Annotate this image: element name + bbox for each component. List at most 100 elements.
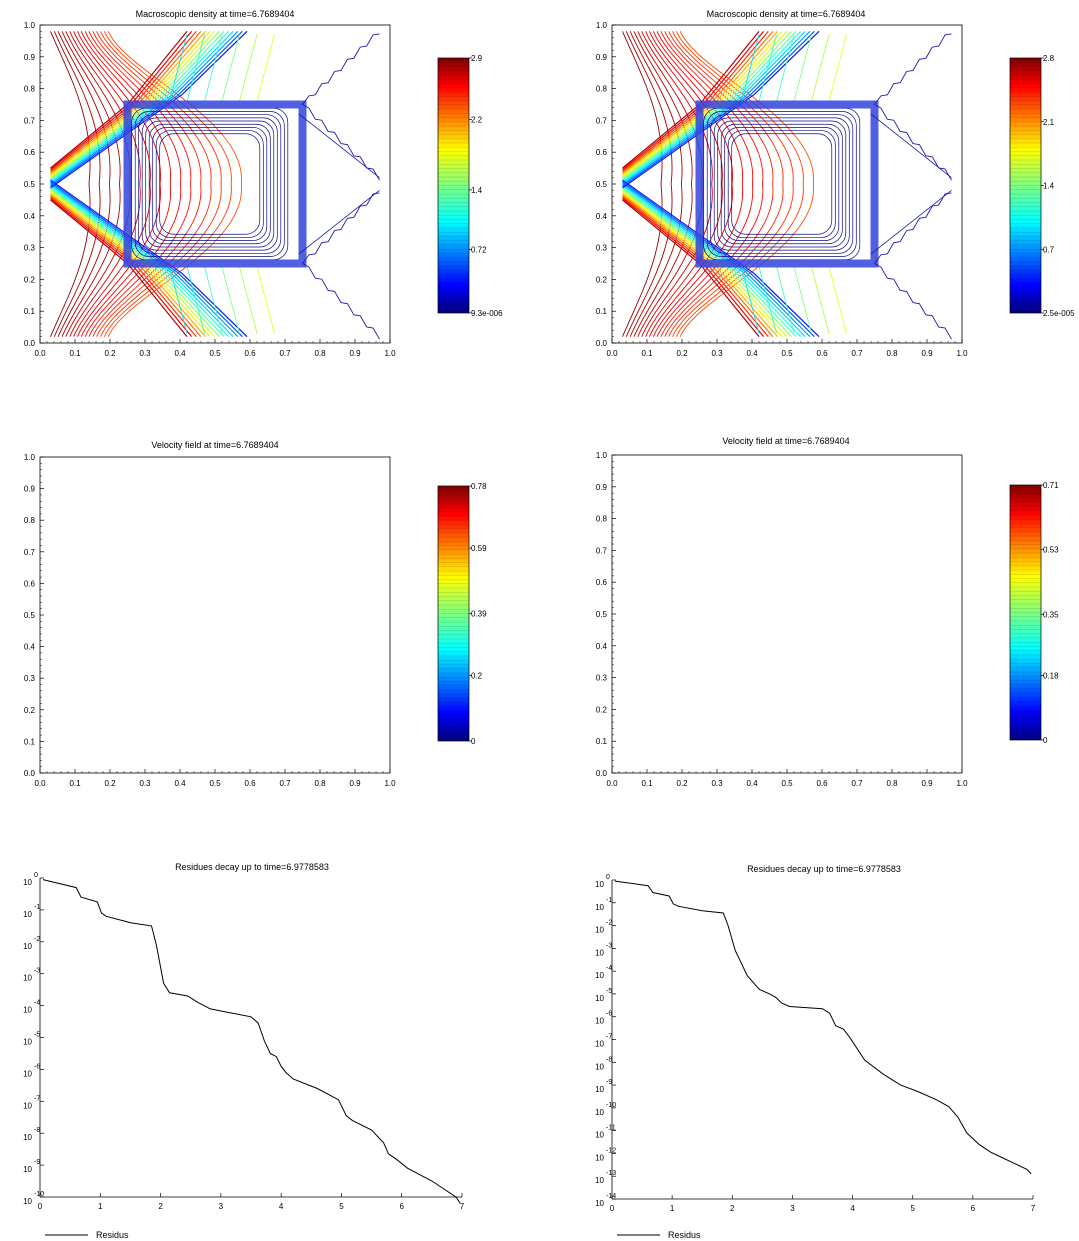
contour-line [159,133,261,235]
contour-line [672,31,794,337]
velocity-chart-left: Velocity field at time=6.7689404 0.0 0.1 0… [24,440,487,788]
contour-line [731,133,833,235]
y-tick-label: 0.4 [24,643,36,652]
x-tick-label: 5 [910,1204,915,1213]
x-tick-label: 0.8 [314,779,326,788]
y-tick-label: 0.3 [24,674,36,683]
x-tick-label: 0.4 [746,779,758,788]
y-tick-label: 0.2 [596,275,608,284]
contour-line [186,34,205,102]
contour-line [169,34,188,102]
chart-title: Macroscopic density at time=6.7689404 [136,9,295,19]
y-tick-label: 10 [23,910,32,919]
x-tick-label: 1.0 [384,349,396,358]
contour-line [298,113,380,255]
residus-series-line [614,880,1032,1175]
contour-line [622,30,802,183]
contour-line [50,185,230,338]
x-tick-label: 0.2 [104,349,116,358]
density-chart-right: Macroscopic density at time=6.7689404 0.… [596,9,1075,358]
colorbar-label: 0.35 [1043,610,1059,619]
y-tick-label: 10 [595,1062,604,1071]
colorbar-label: 0.2 [471,672,483,681]
contour-line [828,34,847,102]
contour-line [622,185,802,338]
contour-line [50,30,220,180]
contour-line [649,31,733,337]
contour-line [169,266,188,334]
contour-line [77,31,161,337]
contour-line [622,187,797,338]
contour-line [652,31,743,337]
y-tick-exponent: -7 [34,1095,40,1102]
y-tick-exponent: -14 [606,1193,616,1200]
y-tick-label: 0.6 [596,578,608,587]
colorbar-label: 2.9 [471,54,483,63]
y-tick-label: 0.0 [24,769,36,778]
contour-line [50,30,243,187]
x-tick-label: 6 [971,1204,976,1213]
contour-line [679,31,814,337]
y-ticks: 0.0 0.1 0.2 0.3 0.4 0.5 0.6 0.7 0.8 0.9 1.0 [24,453,44,778]
contour-line [874,33,952,105]
x-tick-label: 0.0 [34,779,46,788]
x-tick-label: 0.9 [921,349,933,358]
x-tick-label: 4 [279,1202,284,1211]
y-tick-label: 0.6 [24,579,36,588]
contour-line [84,31,182,337]
colorbar-label: 0.39 [471,610,487,619]
legend: Residus [45,1230,129,1240]
x-tick-label: 0.3 [139,779,151,788]
y-tick-exponent: -3 [606,942,612,949]
contour-line [204,266,223,334]
y-tick-label: 10 [595,926,604,935]
contour-line [152,127,268,241]
y-tick-exponent: -9 [606,1079,612,1086]
x-tick-label: 0.1 [69,779,81,788]
y-tick-label: 10 [23,1101,32,1110]
x-tick-label: 0.4 [174,779,186,788]
contour-line [50,179,248,338]
colorbar-gradient [1009,484,1042,741]
y-tick-label: 1.0 [596,21,608,30]
contour-line [828,266,847,334]
x-tick-label: 0.2 [104,779,116,788]
y-tick-label: 0.2 [596,705,608,714]
x-tick-label: 0.8 [886,779,898,788]
x-ticks: 0.0 0.1 0.2 0.3 0.4 0.5 0.6 0.7 0.8 0.9 1.0 [34,769,396,788]
x-tick-label: 0.7 [851,349,863,358]
y-tick-label: 10 [23,942,32,951]
y-tick-label: 0.8 [24,516,36,525]
y-tick-exponent: -8 [606,1056,612,1063]
contour-line [675,31,804,337]
contour-line [622,30,820,189]
x-tick-label: 2 [158,1202,163,1211]
contour-line [88,31,192,337]
y-tick-label: 0.0 [596,339,608,348]
y-tick-label: 0.1 [24,307,36,316]
y-tick-exponent: -9 [34,1159,40,1166]
contour-line [256,34,275,102]
colorbar-label: 9.3e-006 [471,309,503,318]
contour-line [641,31,713,337]
colorbar-label: 0.53 [1043,546,1059,555]
contour-line [622,30,792,180]
obstacle-boundary [123,100,307,268]
colorbar-label: 0.72 [471,246,487,255]
contour-line [633,31,693,337]
contour-line [138,114,282,254]
y-tick-label: 0.2 [24,275,36,284]
contour-line [874,192,952,264]
contour-line [713,117,850,251]
colorbar-label: 0.18 [1043,671,1059,680]
contour-line [874,263,952,340]
colorbar-label: 0 [471,737,476,746]
colorbar-label: 0.78 [471,482,487,491]
chart-title: Velocity field at time=6.7689404 [151,440,278,450]
colorbar-label: 1.4 [1043,182,1055,191]
colorbar-label: 2.1 [1043,118,1055,127]
y-tick-label: 1.0 [24,21,36,30]
colorbar: 0 0.2 0.39 0.59 0.78 [437,482,487,746]
y-tick-exponent: -1 [34,904,40,911]
